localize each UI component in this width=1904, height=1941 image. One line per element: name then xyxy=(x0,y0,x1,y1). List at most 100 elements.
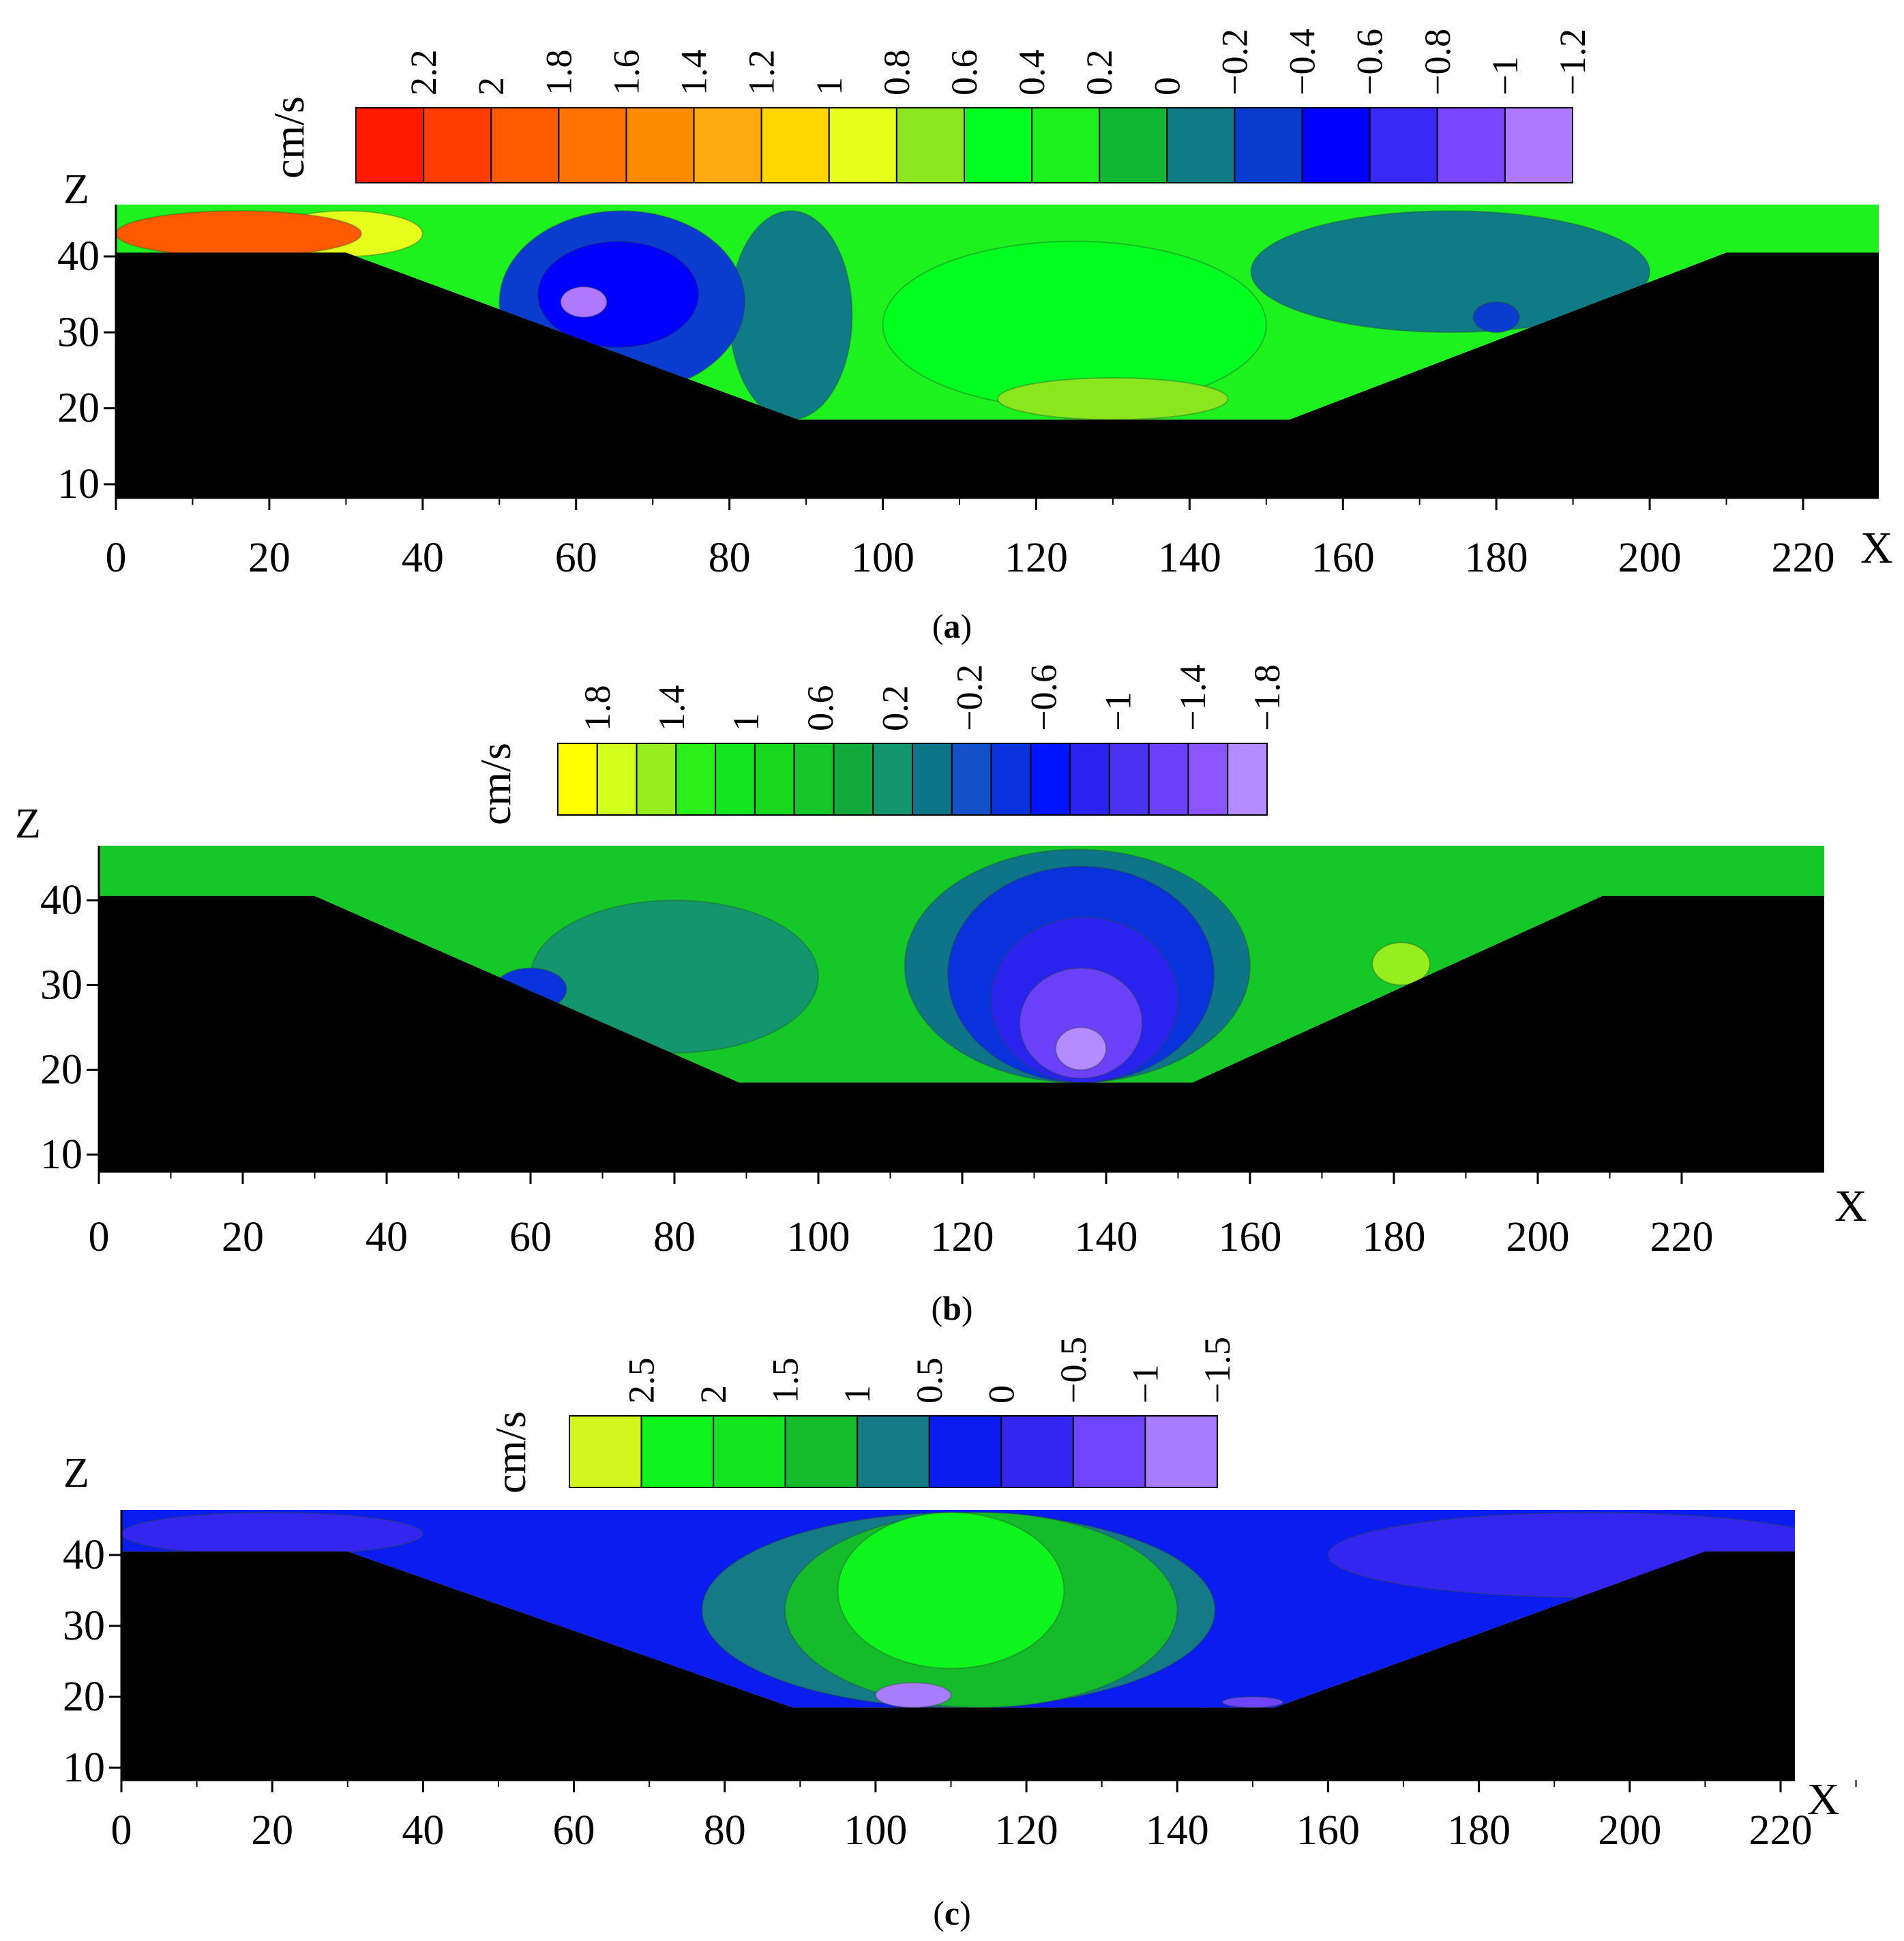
colorbar-tick-label: 0.5 xyxy=(909,1358,950,1404)
x-axis: 0204060801001201401601802002202 xyxy=(111,1779,1857,1854)
colorbar-swatch xyxy=(857,1415,930,1488)
x-tick-label: 40 xyxy=(366,1214,408,1260)
field-region xyxy=(1019,967,1143,1080)
colorbar-tick-label: 1.6 xyxy=(606,50,646,96)
x-tick-label: 40 xyxy=(402,535,444,581)
x-tick-label: 220 xyxy=(1650,1214,1714,1260)
y-axis: 10 20 30 40 xyxy=(63,1510,123,1791)
colorbar-swatch xyxy=(833,743,874,816)
field-region xyxy=(1055,1026,1107,1071)
y-tick-label: 30 xyxy=(63,1603,105,1649)
x-tick-label: 120 xyxy=(995,1807,1058,1854)
x-tick-label: 80 xyxy=(709,535,751,581)
colorbar-tick-label: 0 xyxy=(981,1385,1022,1404)
x-tick-label: 80 xyxy=(704,1807,746,1854)
x-tick-label: 140 xyxy=(1146,1807,1209,1854)
colorbar-tick-label: −1.2 xyxy=(1552,29,1593,95)
colorbar-tick-label: −1.4 xyxy=(1172,664,1213,731)
colorbar-swatch xyxy=(1227,743,1268,816)
x-tick-label: 100 xyxy=(844,1807,907,1854)
colorbar-swatch xyxy=(912,743,953,816)
colorbar-swatch xyxy=(1069,743,1110,816)
y-tick-label: 20 xyxy=(57,385,100,432)
y-tick-label: 20 xyxy=(40,1047,83,1093)
colorbar: cm/s 2.2 2 1.8 1.6 1.4 1.2 1 0.8 0.6 0.4 0.2 0 −0.2−… xyxy=(265,29,1593,183)
x-tick-label: 180 xyxy=(1447,1807,1511,1854)
colorbar-tick-label: 2 xyxy=(471,77,511,95)
y-axis: 10 20 30 40 xyxy=(57,205,117,507)
field-region xyxy=(1250,210,1651,334)
colorbar-unit: cm/s xyxy=(471,743,520,825)
field-region xyxy=(116,210,362,258)
colorbar-swatch xyxy=(1504,107,1574,183)
colorbar-tick-label: 0 xyxy=(1146,77,1187,95)
colorbar-unit: cm/s xyxy=(486,1411,535,1494)
y-tick-label: 40 xyxy=(40,877,83,923)
colorbar-swatch xyxy=(828,107,897,183)
field-region xyxy=(1221,1696,1284,1708)
colorbar-swatch xyxy=(1187,743,1229,816)
panel-c: cm/s 2.5 2 1.5 1 0.5 0 −0.5 −1 −1.5 0 20 40 60 80 100… xyxy=(63,1337,1857,1932)
field-region xyxy=(728,210,853,420)
y-tick-label: 40 xyxy=(63,1532,105,1578)
colorbar-swatch xyxy=(1234,107,1303,183)
x-tick-label: 220 xyxy=(1749,1807,1813,1854)
panel-caption: (b) xyxy=(931,1289,972,1327)
y-tick-label: 30 xyxy=(57,309,100,355)
colorbar-swatch xyxy=(754,743,795,816)
colorbar-tick-label: −0.2 xyxy=(1214,29,1255,95)
colorbar-tick-label: −0.4 xyxy=(1282,29,1323,95)
colorbar-swatch xyxy=(928,1415,1002,1488)
colorbar-swatch xyxy=(964,107,1033,183)
colorbar-swatch xyxy=(1030,743,1071,816)
colorbar-swatch xyxy=(625,107,695,183)
panel-caption: (a) xyxy=(932,607,972,645)
channel-bed xyxy=(121,1551,1795,1780)
colorbar-swatch xyxy=(872,743,913,816)
colorbar-swatch xyxy=(569,1415,642,1488)
x-tick-label: 60 xyxy=(555,535,597,581)
y-axis-label: Z xyxy=(15,801,41,847)
colorbar-tick-label: 1 xyxy=(726,713,767,731)
x-tick-label: 160 xyxy=(1219,1214,1282,1260)
colorbar-swatch xyxy=(490,107,560,183)
y-tick-label: 30 xyxy=(40,962,83,1008)
x-tick-label: 40 xyxy=(402,1807,444,1854)
colorbar-tick-label: 0.2 xyxy=(1079,50,1120,96)
colorbar-swatch xyxy=(713,1415,786,1488)
x-axis-label: X xyxy=(1834,1181,1867,1231)
colorbar-tick-label: 0.4 xyxy=(1011,50,1052,96)
colorbar-swatch xyxy=(1072,1415,1146,1488)
x-tick-label: 60 xyxy=(509,1214,552,1260)
x-tick-label: 180 xyxy=(1465,535,1528,581)
y-tick-label: 20 xyxy=(63,1674,105,1720)
field-region xyxy=(537,240,700,349)
y-tick-label: 10 xyxy=(57,461,100,507)
colorbar-swatch xyxy=(693,107,762,183)
field-region xyxy=(997,377,1229,420)
x-tick-label: 140 xyxy=(1158,535,1221,581)
x-tick-label: 160 xyxy=(1296,1807,1360,1854)
colorbar-swatch xyxy=(990,743,1032,816)
colorbar-tick-label: 2 xyxy=(693,1385,734,1404)
field-region xyxy=(560,286,608,318)
colorbar-tick-label: 1 xyxy=(837,1385,878,1404)
colorbar-swatch xyxy=(355,107,425,183)
colorbar-tick-label: −1.8 xyxy=(1247,664,1288,731)
x-axis-label: X xyxy=(1807,1775,1840,1824)
field-region xyxy=(1472,301,1520,334)
colorbar-swatch xyxy=(423,107,492,183)
colorbar-swatch xyxy=(1301,107,1371,183)
colorbar-tick-label: −0.2 xyxy=(949,664,990,731)
colorbar-swatch xyxy=(1144,1415,1219,1488)
x-tick-label: 20 xyxy=(248,535,291,581)
colorbar-tick-label: −1 xyxy=(1098,692,1139,731)
x-axis: 0 20 40 60 80 100 120 140 160 180 200 220 xyxy=(89,1170,1824,1260)
colorbar-swatch xyxy=(1369,107,1438,183)
colorbar: cm/s 1.8 1.4 1 0.6 0.2 −0.2 −0.6 −1 −1.4 −1.8 xyxy=(471,664,1288,825)
x-tick-label: 0 xyxy=(89,1214,110,1260)
x-tick-label: 200 xyxy=(1506,1214,1570,1260)
colorbar-tick-label: 2.2 xyxy=(403,50,444,96)
colorbar-tick-label: 0.6 xyxy=(800,685,841,732)
